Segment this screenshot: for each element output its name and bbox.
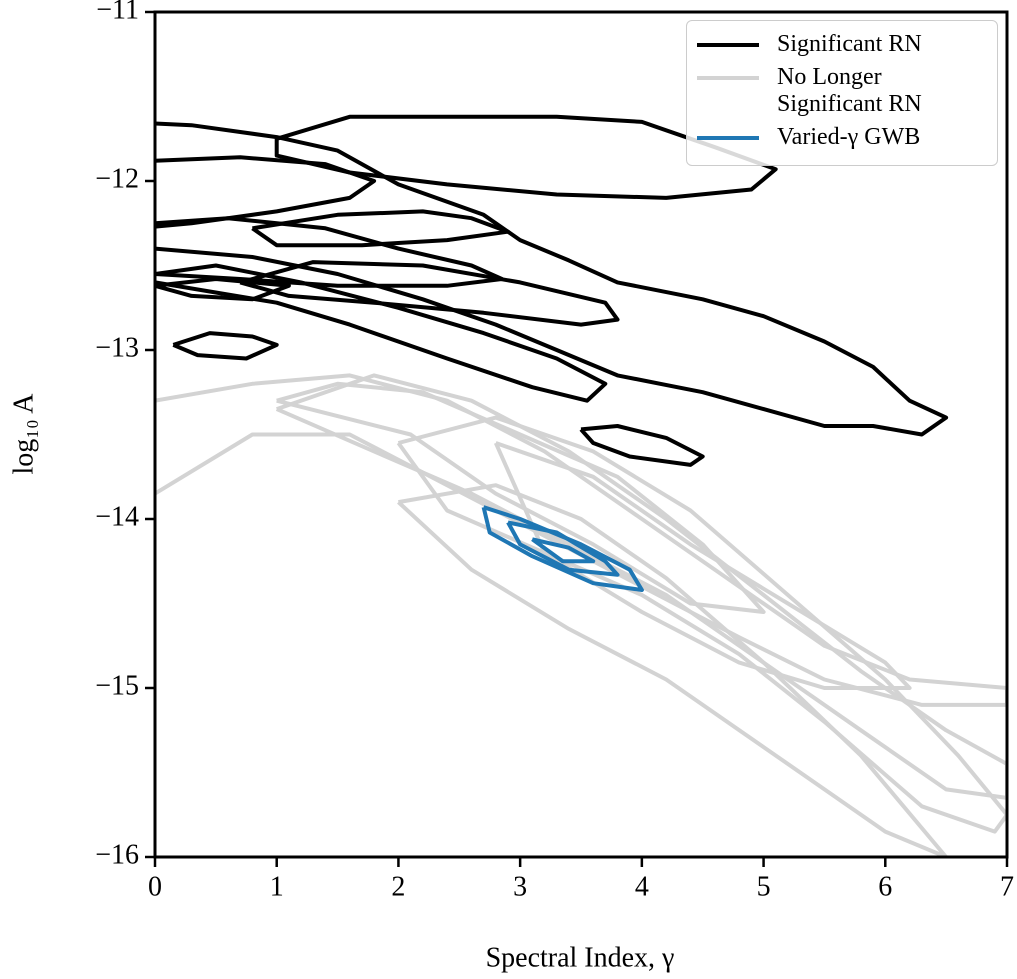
- y-tick-label: −12: [95, 163, 139, 194]
- x-tick-label: 1: [270, 871, 284, 902]
- y-axis-label: log₁₀ A: [8, 393, 39, 475]
- contour-line: [579, 424, 705, 467]
- contour-line: [531, 537, 596, 564]
- contour-line: [155, 216, 504, 288]
- contour-line: [397, 483, 949, 857]
- contour-line: [276, 381, 766, 614]
- plot-frame: [153, 10, 1009, 859]
- legend-entry: No Longer Significant RN: [697, 64, 987, 118]
- contour-line: [172, 331, 279, 361]
- y-tick-label: −14: [95, 501, 139, 532]
- legend-swatch: [697, 76, 759, 80]
- x-tick-label: 4: [635, 871, 649, 902]
- legend-label: Significant RN: [777, 31, 922, 57]
- y-tick-label: −13: [95, 332, 139, 363]
- x-tick-label: 3: [513, 871, 527, 902]
- y-tick-label: −16: [95, 839, 139, 870]
- contour-line: [493, 441, 912, 690]
- contour-line: [155, 121, 949, 437]
- contour-line: [251, 209, 510, 248]
- contour-line: [239, 260, 620, 327]
- legend-swatch: [697, 43, 759, 47]
- contour-line: [155, 263, 608, 403]
- legend: Significant RN No Longer Significant RN Va…: [686, 20, 998, 166]
- x-tick-label: 5: [757, 871, 771, 902]
- legend-label: No Longer Significant RN: [777, 64, 922, 117]
- contour-line: [275, 373, 1007, 800]
- contour-line: [155, 277, 291, 302]
- x-axis-label: Spectral Index, γ: [486, 942, 675, 973]
- x-tick-label: 7: [1000, 871, 1014, 902]
- contour-line: [274, 114, 778, 200]
- legend-entry: Varied-γ GWB: [697, 124, 987, 151]
- y-tick-label: −11: [96, 0, 139, 25]
- legend-entry: Significant RN: [697, 31, 987, 58]
- x-tick-label: 2: [391, 871, 405, 902]
- legend-swatch: [697, 136, 759, 140]
- y-tick-label: −15: [95, 670, 139, 701]
- contour-line: [481, 505, 644, 592]
- contour-line: [506, 520, 620, 577]
- x-tick-label: 0: [148, 871, 162, 902]
- legend-label: Varied-γ GWB: [777, 124, 921, 150]
- x-tick-label: 6: [878, 871, 892, 902]
